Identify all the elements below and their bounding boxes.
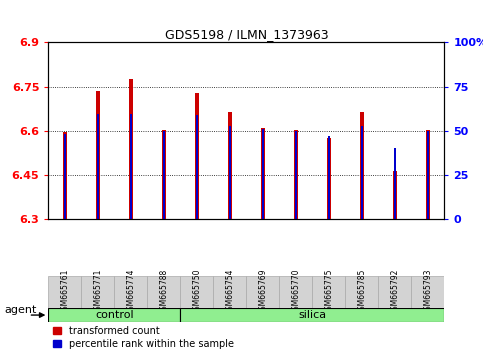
Bar xyxy=(196,115,198,219)
Bar xyxy=(313,276,345,308)
Bar xyxy=(114,276,147,308)
Bar xyxy=(246,276,279,308)
Bar xyxy=(327,138,331,219)
Text: agent: agent xyxy=(5,305,37,315)
Text: GSM665774: GSM665774 xyxy=(127,269,135,315)
Bar xyxy=(130,114,132,219)
Bar xyxy=(63,132,67,219)
Bar xyxy=(294,130,298,219)
Bar xyxy=(345,276,378,308)
Text: silica: silica xyxy=(298,310,327,320)
Bar xyxy=(163,131,165,219)
Text: GSM665770: GSM665770 xyxy=(291,269,300,315)
Bar xyxy=(393,171,397,219)
Bar xyxy=(48,308,180,322)
Bar xyxy=(279,276,313,308)
Text: GSM665750: GSM665750 xyxy=(192,269,201,315)
Bar xyxy=(426,130,430,219)
Bar xyxy=(213,276,246,308)
Bar xyxy=(412,276,444,308)
Bar xyxy=(262,129,264,219)
Text: GSM665754: GSM665754 xyxy=(226,269,234,315)
Text: GSM665775: GSM665775 xyxy=(325,269,333,315)
Text: GSM665788: GSM665788 xyxy=(159,269,168,315)
Bar xyxy=(162,130,166,219)
Bar xyxy=(378,276,412,308)
Bar xyxy=(229,126,231,219)
Bar xyxy=(180,276,213,308)
Bar xyxy=(64,133,66,219)
Legend: transformed count, percentile rank within the sample: transformed count, percentile rank withi… xyxy=(53,326,234,349)
Title: GDS5198 / ILMN_1373963: GDS5198 / ILMN_1373963 xyxy=(165,28,328,41)
Bar xyxy=(328,136,330,219)
Bar xyxy=(361,126,363,219)
Bar xyxy=(180,308,444,322)
Bar xyxy=(129,79,133,219)
Bar xyxy=(96,91,100,219)
Text: GSM665785: GSM665785 xyxy=(357,269,366,315)
Bar xyxy=(147,276,180,308)
Bar xyxy=(48,276,81,308)
Text: control: control xyxy=(95,310,134,320)
Text: GSM665792: GSM665792 xyxy=(390,269,399,315)
Bar xyxy=(97,114,99,219)
Bar xyxy=(195,93,199,219)
Bar xyxy=(81,276,114,308)
Text: GSM665769: GSM665769 xyxy=(258,269,267,315)
Bar xyxy=(228,112,232,219)
Text: GSM665793: GSM665793 xyxy=(424,269,432,315)
Bar xyxy=(295,131,297,219)
Bar xyxy=(394,148,396,219)
Bar xyxy=(261,128,265,219)
Text: GSM665771: GSM665771 xyxy=(93,269,102,315)
Text: GSM665761: GSM665761 xyxy=(60,269,69,315)
Bar xyxy=(427,131,429,219)
Bar xyxy=(360,112,364,219)
